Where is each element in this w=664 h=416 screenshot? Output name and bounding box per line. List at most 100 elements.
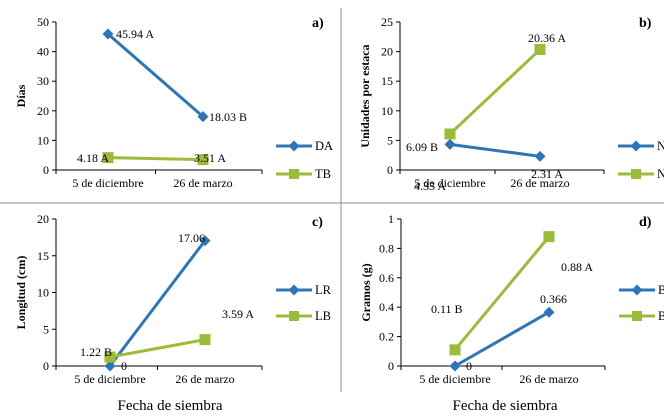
series-line-tb (107, 156, 204, 162)
x-axis-title-right: Fecha de siembra (453, 398, 558, 414)
y-tick-label: 20 (381, 45, 393, 59)
y-axis-label: Unidades por estaca (358, 44, 372, 147)
legend-marker-diamond (288, 140, 300, 152)
data-point-square (534, 43, 546, 55)
series-line-bf (453, 235, 551, 351)
data-label: 0.11 B (431, 302, 463, 316)
y-tick-label: 0.4 (379, 300, 394, 314)
data-point-square (199, 334, 211, 346)
y-tick-label: 0 (388, 359, 394, 373)
y-tick-label: 15 (381, 74, 393, 88)
data-label: 0.366 (540, 292, 567, 306)
data-point-square (449, 344, 461, 356)
data-label: 4.33 A (414, 179, 446, 193)
data-point-diamond (197, 111, 209, 123)
data-label: 3.51 A (194, 151, 226, 165)
panel-letter: d) (639, 215, 652, 230)
data-label: 0.88 A (561, 260, 593, 274)
y-tick-label: 10 (37, 133, 49, 147)
legend-marker-square (632, 311, 642, 321)
legend-label: NH (657, 167, 664, 181)
y-tick-label: 15 (37, 249, 49, 263)
y-axis-label: Longitud (cm) (14, 256, 28, 330)
x-tick-label: 5 de diciembre (414, 176, 485, 190)
y-tick-label: 30 (37, 74, 49, 88)
y-tick-label: 20 (37, 104, 49, 118)
y-tick-label: 0 (43, 163, 49, 177)
y-tick-label: 25 (381, 15, 393, 29)
x-tick-label: 26 de marzo (510, 176, 569, 190)
data-label: 6.09 B (406, 140, 438, 154)
x-tick-label: 5 de diciembre (419, 372, 490, 386)
x-tick-label: 5 de diciembre (74, 372, 145, 386)
legend-marker-diamond (288, 284, 300, 296)
data-label: 0 (466, 359, 472, 373)
y-axis-label: Días (14, 84, 28, 107)
legend-label: NBA (657, 139, 664, 153)
data-label: 1.22 B (80, 345, 112, 359)
chart-panel-2: 0 5 10 15 20 25 5 de diciembre 26 de marzo Unida… (358, 15, 664, 193)
data-label: 18.03 B (209, 110, 247, 124)
y-tick-label: 5 (387, 133, 393, 147)
data-label: 3.59 A (222, 307, 254, 321)
data-point-diamond (534, 150, 546, 162)
legend-label: DA (315, 139, 333, 153)
panel-letter: a) (312, 16, 324, 31)
x-tick-label: 26 de marzo (519, 372, 578, 386)
y-tick-label: 10 (37, 286, 49, 300)
y-tick-label: 10 (381, 104, 393, 118)
chart-panel-4: 0 0.2 0.4 0.6 0.8 1 5 de diciembre 26 de marzo G… (359, 212, 664, 386)
y-tick-label: 5 (43, 322, 49, 336)
data-point-square (444, 128, 456, 140)
x-axis-title-left: Fecha de siembra (118, 398, 223, 414)
series-line-lr (108, 239, 207, 367)
data-point-diamond (543, 306, 555, 318)
legend-label: BF (658, 309, 664, 323)
y-tick-label: 40 (37, 45, 49, 59)
data-label: 0 (121, 359, 127, 373)
data-point-diamond (199, 235, 211, 247)
legend-marker-diamond (631, 284, 643, 296)
legend-marker-diamond (630, 140, 642, 152)
data-label: 20.36 A (528, 31, 566, 45)
legend-label: LB (315, 309, 331, 323)
legend-label: BF (658, 283, 664, 297)
x-tick-label: 26 de marzo (175, 372, 234, 386)
data-point-square (197, 154, 209, 166)
data-point-diamond (104, 360, 116, 372)
series-line-da (107, 32, 204, 118)
series-line-lb (109, 338, 206, 359)
data-point-diamond (102, 28, 114, 40)
legend-marker-square (631, 169, 641, 179)
panel-letter: b) (639, 16, 652, 31)
legend-label: TB (315, 167, 331, 181)
chart-panel-3: 0 5 10 15 20 5 de diciembre 26 de marzo Longitu… (14, 212, 332, 386)
data-label: 45.94 A (116, 27, 154, 41)
y-tick-label: 0.6 (379, 271, 394, 285)
panel-letter: c) (312, 215, 323, 230)
series-line-nh (448, 48, 542, 136)
data-point-square (102, 152, 114, 164)
data-point-square (543, 231, 555, 243)
series-line-bf (454, 310, 550, 368)
data-point-square (104, 351, 116, 363)
y-axis-label: Gramos (g) (359, 263, 373, 321)
legend-label: LR (315, 283, 332, 297)
y-tick-label: 0 (43, 359, 49, 373)
series-line-nba (449, 142, 541, 158)
y-tick-label: 1 (388, 212, 394, 226)
chart-panel-1: 0 10 20 30 40 50 5 de diciembre 26 de marzo Días… (14, 15, 333, 190)
y-tick-label: 20 (37, 212, 49, 226)
y-tick-label: 0.8 (379, 241, 394, 255)
x-tick-label: 5 de diciembre (72, 176, 143, 190)
data-point-diamond (444, 138, 456, 150)
data-label: 4.18 A (77, 151, 109, 165)
data-label: 2.31 A (531, 167, 563, 181)
y-tick-label: 50 (37, 15, 49, 29)
y-tick-label: 0.2 (379, 330, 394, 344)
y-tick-label: 0 (387, 163, 393, 177)
data-label: 17.06 (178, 231, 205, 245)
legend-marker-square (289, 169, 299, 179)
legend-marker-square (289, 311, 299, 321)
